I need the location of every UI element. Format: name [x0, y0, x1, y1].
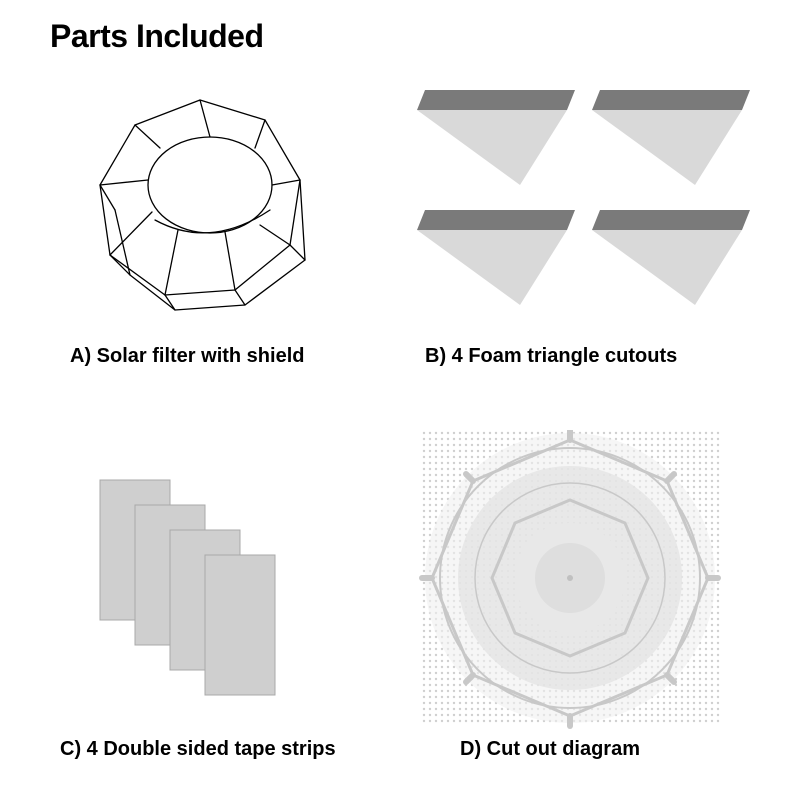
part-d-label: D) Cut out diagram: [460, 738, 640, 761]
part-a-label: A) Solar filter with shield: [70, 345, 304, 368]
part-c-label: C) 4 Double sided tape strips: [60, 738, 336, 761]
part-b-label: B) 4 Foam triangle cutouts: [425, 345, 677, 368]
part-d-figure: [415, 430, 755, 730]
tape-strips-icon: [60, 430, 320, 710]
part-c-figure: [60, 430, 360, 710]
part-b-figure: [415, 80, 755, 330]
cutout-diagram-icon: [415, 430, 725, 730]
solar-filter-icon: [60, 80, 340, 330]
page-title: Parts Included: [50, 18, 264, 55]
part-a-figure: [60, 80, 360, 330]
foam-triangles-icon: [415, 80, 755, 330]
